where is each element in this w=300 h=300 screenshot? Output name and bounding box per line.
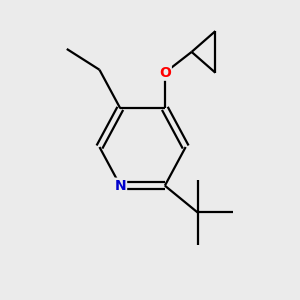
- Text: N: N: [115, 179, 126, 193]
- Text: O: O: [159, 66, 171, 80]
